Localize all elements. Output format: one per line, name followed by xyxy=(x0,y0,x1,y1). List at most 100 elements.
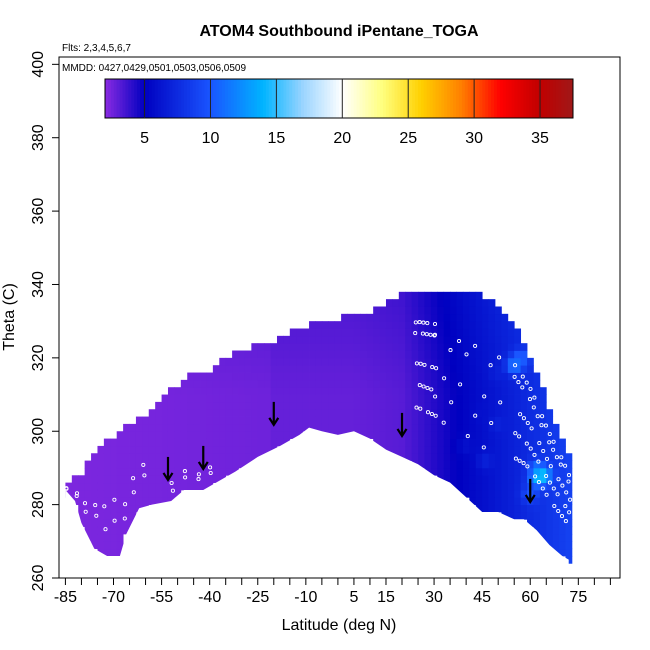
heatmap-cell xyxy=(437,321,445,329)
heatmap-cell xyxy=(116,497,124,506)
heatmap-cell xyxy=(418,379,425,388)
heatmap-cell xyxy=(392,343,400,351)
sample-marker xyxy=(512,374,517,379)
heatmap-cell xyxy=(539,401,547,410)
heatmap-cell xyxy=(347,313,355,322)
heatmap-cell xyxy=(244,357,252,366)
heatmap-cell xyxy=(546,533,554,542)
heatmap-cell xyxy=(462,313,470,322)
heatmap-cell xyxy=(315,343,323,351)
heatmap-cell xyxy=(501,372,509,381)
heatmap-cell xyxy=(193,431,201,439)
heatmap-cell xyxy=(539,489,547,498)
heatmap-cell xyxy=(488,423,496,432)
heatmap-cell xyxy=(559,475,566,484)
heatmap-cell xyxy=(341,321,348,329)
heatmap-cell xyxy=(321,409,329,417)
sample-marker xyxy=(513,431,518,436)
colorbar-segment xyxy=(432,79,437,118)
heatmap-cell xyxy=(116,445,124,454)
heatmap-cell xyxy=(360,335,368,344)
heatmap-cell xyxy=(520,379,528,388)
heatmap-cell xyxy=(379,423,387,432)
heatmap-cell xyxy=(437,445,445,454)
heatmap-cell xyxy=(289,372,297,381)
heatmap-cell xyxy=(469,401,477,410)
data-layer xyxy=(64,291,573,578)
heatmap-cell xyxy=(283,416,291,425)
heatmap-cell xyxy=(507,328,515,337)
heatmap-cell xyxy=(501,475,509,484)
heatmap-cell xyxy=(398,306,406,315)
colorbar-segment xyxy=(318,79,322,118)
heatmap-cell xyxy=(264,409,271,417)
heatmap-cell xyxy=(328,372,336,381)
colorbar-segment xyxy=(280,79,284,118)
heatmap-cell xyxy=(328,321,336,329)
heatmap-cell xyxy=(405,379,413,388)
heatmap-cell xyxy=(289,343,297,351)
heatmap-cell xyxy=(276,409,284,417)
colorbar-tick-label: 10 xyxy=(202,130,220,147)
heatmap-cell xyxy=(360,379,368,388)
heatmap-cell xyxy=(456,453,464,461)
heatmap-cell xyxy=(232,445,239,454)
heatmap-cell xyxy=(418,401,425,410)
heatmap-cell xyxy=(482,489,489,498)
heatmap-cell xyxy=(251,387,259,395)
heatmap-cell xyxy=(347,387,355,395)
heatmap-cell xyxy=(501,423,509,432)
heatmap-cell xyxy=(167,438,175,447)
heatmap-cell xyxy=(405,350,413,359)
heatmap-cell xyxy=(565,467,573,476)
heatmap-cell xyxy=(238,416,246,425)
sample-marker xyxy=(429,411,434,417)
colorbar-segment xyxy=(262,79,267,118)
heatmap-cell xyxy=(219,423,227,432)
heatmap-cell xyxy=(373,343,380,351)
heatmap-cell xyxy=(482,328,489,337)
heatmap-cell xyxy=(219,365,227,373)
heatmap-cell xyxy=(456,306,464,315)
sample-marker xyxy=(432,332,438,337)
heatmap-cell xyxy=(103,497,111,506)
sample-marker xyxy=(559,514,565,519)
colorbar-segment xyxy=(268,79,273,118)
heatmap-cell xyxy=(539,504,547,513)
heatmap-cell xyxy=(180,453,188,461)
heatmap-cell xyxy=(174,401,182,410)
heatmap-cell xyxy=(244,445,252,454)
heatmap-cell xyxy=(520,401,528,410)
heatmap-cell xyxy=(155,438,162,447)
heatmap-cell xyxy=(193,416,201,425)
heatmap-cell xyxy=(315,423,323,432)
heatmap-cell xyxy=(142,416,150,425)
colorbar-segment xyxy=(347,79,352,118)
heatmap-cell xyxy=(244,409,252,417)
heatmap-cell xyxy=(225,460,233,469)
colorbar-segment xyxy=(248,79,252,118)
x-tick-label: 15 xyxy=(377,589,395,606)
heatmap-cell xyxy=(232,350,239,359)
heatmap-cell xyxy=(443,423,451,432)
heatmap-cell xyxy=(142,431,150,439)
heatmap-cell xyxy=(462,299,470,307)
heatmap-cell xyxy=(456,475,464,484)
sample-marker xyxy=(532,452,537,457)
heatmap-cell xyxy=(360,409,368,417)
heatmap-cell xyxy=(110,526,118,535)
heatmap-cell xyxy=(424,357,432,366)
heatmap-cell xyxy=(65,489,73,498)
heatmap-cell xyxy=(91,489,98,498)
heatmap-cell xyxy=(507,343,515,351)
heatmap-cell xyxy=(565,555,573,564)
heatmap-cell xyxy=(167,453,175,461)
heatmap-cell xyxy=(398,401,406,410)
heatmap-cell xyxy=(443,409,451,417)
heatmap-cell xyxy=(565,482,573,491)
heatmap-cell xyxy=(520,438,528,447)
heatmap-cell xyxy=(302,372,310,381)
heatmap-cell xyxy=(65,482,73,491)
heatmap-cell xyxy=(514,467,522,476)
heatmap-cell xyxy=(507,482,515,491)
